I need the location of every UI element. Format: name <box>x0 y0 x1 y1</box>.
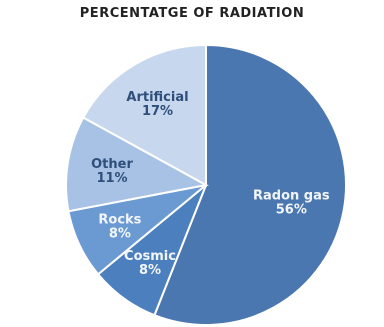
slice-label: Other <box>91 157 133 172</box>
slice-value-label: 11% <box>96 171 127 186</box>
chart-title: PERCENTATGE OF RADIATION <box>79 6 305 21</box>
slice-value-label: 8% <box>139 263 161 278</box>
pie-slice-other <box>65 116 209 213</box>
slice-label: Cosmic <box>124 249 176 264</box>
pie-slice-artificial <box>81 43 207 187</box>
slice-label: Radon gas <box>253 188 330 203</box>
pie-slice-radon-gas <box>153 43 347 326</box>
slice-value-label: 17% <box>142 104 173 119</box>
slice-label: Artificial <box>126 90 188 105</box>
slice-value-label: 56% <box>276 202 307 217</box>
slice-label: Rocks <box>98 213 141 228</box>
slice-value-label: 8% <box>109 227 131 242</box>
